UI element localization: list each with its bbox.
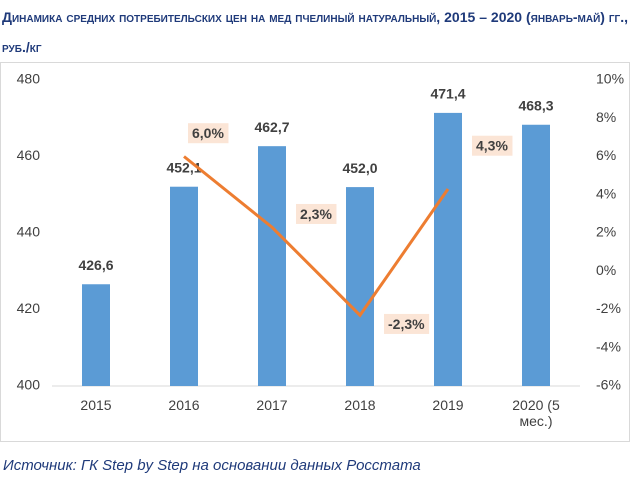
bar bbox=[82, 284, 110, 386]
line-value-label: -2,3% bbox=[388, 316, 425, 332]
y2-tick-label: -6% bbox=[596, 377, 621, 393]
y2-tick-label: 10% bbox=[596, 71, 624, 87]
x-tick-label: 2016 bbox=[168, 397, 200, 413]
line-value-label-group: 6,0% bbox=[188, 123, 229, 144]
x-tick-label: 2020 (5 мес.) bbox=[512, 397, 560, 429]
y-tick-label: 420 bbox=[17, 300, 41, 316]
x-tick-label: 2015 bbox=[80, 397, 112, 413]
x-tick-label: 2019 bbox=[432, 397, 464, 413]
line-value-label: 4,3% bbox=[476, 138, 508, 154]
y2-tick-label: 8% bbox=[596, 109, 616, 125]
bar-value-label: 462,7 bbox=[254, 119, 289, 135]
line-value-label-group: 4,3% bbox=[472, 135, 513, 156]
chart-title: Динамика средних потребительских цен на … bbox=[2, 9, 628, 55]
y2-tick-label: 0% bbox=[596, 262, 616, 278]
bar bbox=[434, 112, 462, 387]
y-tick-label: 400 bbox=[17, 377, 41, 393]
y-tick-label: 440 bbox=[17, 224, 41, 240]
line-value-label-group: -2,3% bbox=[384, 313, 430, 334]
y2-tick-label: 6% bbox=[596, 147, 616, 163]
source-note: Источник: ГК Step by Step на основании д… bbox=[3, 457, 421, 474]
y2-tick-label: -4% bbox=[596, 338, 621, 354]
bar bbox=[258, 146, 286, 386]
line-value-label-bg bbox=[472, 135, 513, 156]
chart-frame bbox=[0, 62, 630, 442]
line bbox=[183, 155, 450, 318]
line-value-label-bg bbox=[384, 313, 430, 334]
bar bbox=[346, 187, 374, 386]
bar-value-label: 471,4 bbox=[430, 86, 465, 102]
y2-tick-label: 4% bbox=[596, 185, 616, 201]
y2-tick-label: -2% bbox=[596, 300, 621, 316]
bar-value-label: 468,3 bbox=[518, 97, 553, 113]
bar-value-label: 452,0 bbox=[342, 160, 377, 176]
x-tick-label: 2017 bbox=[256, 397, 288, 413]
y-tick-label: 460 bbox=[17, 147, 41, 163]
y-tick-label: 480 bbox=[17, 71, 41, 87]
bar bbox=[170, 186, 198, 386]
line-value-label: 2,3% bbox=[300, 206, 332, 222]
line-value-label-bg bbox=[188, 123, 229, 144]
bar bbox=[522, 124, 550, 386]
line-value-label-bg bbox=[296, 203, 337, 224]
x-tick-label: 2018 bbox=[344, 397, 376, 413]
bar-value-label: 426,6 bbox=[78, 257, 113, 273]
line-value-label-group: 2,3% bbox=[296, 203, 337, 224]
y2-tick-label: 2% bbox=[596, 224, 616, 240]
line-value-label: 6,0% bbox=[192, 125, 224, 141]
